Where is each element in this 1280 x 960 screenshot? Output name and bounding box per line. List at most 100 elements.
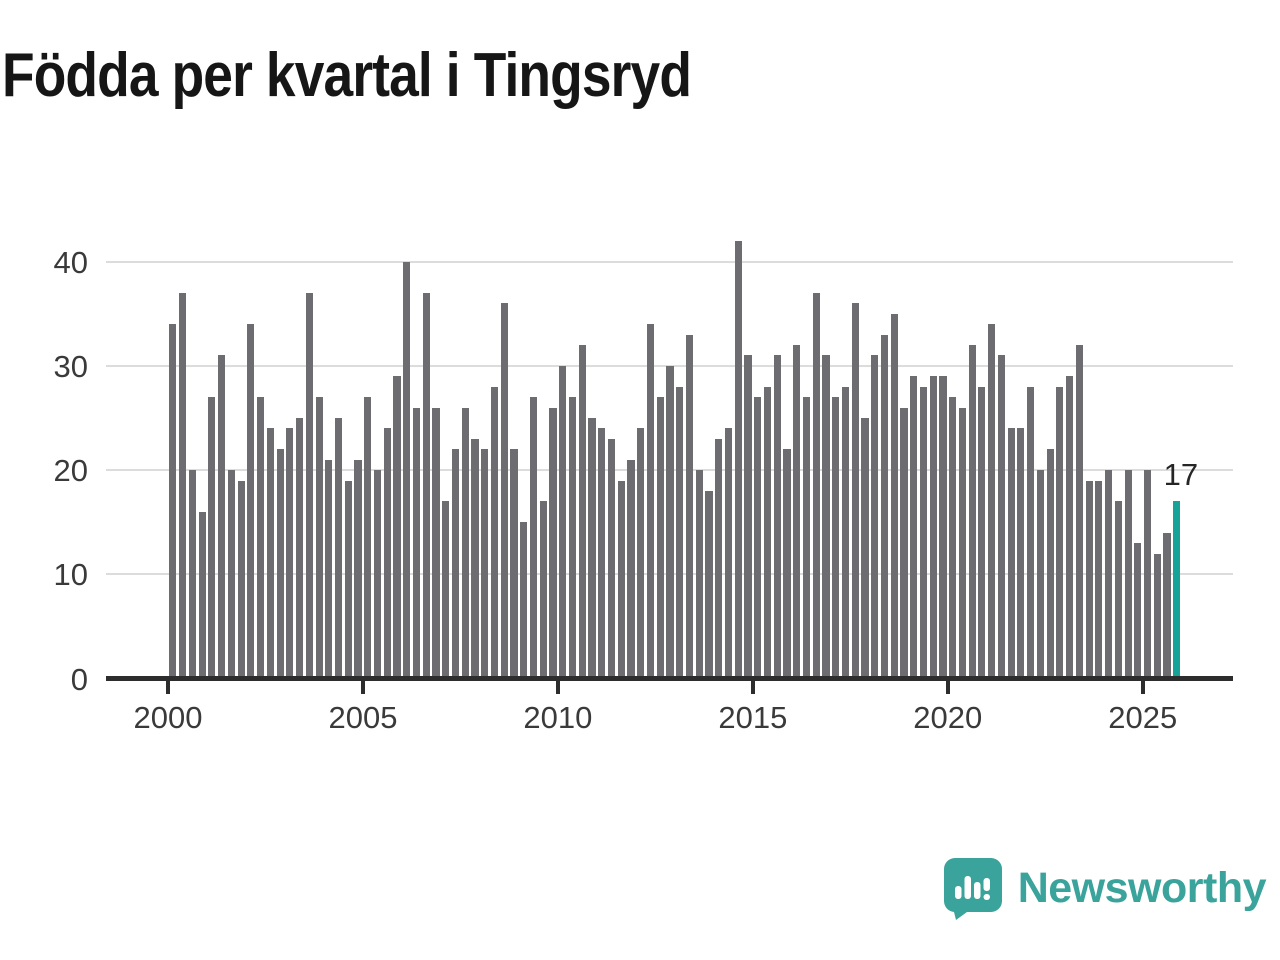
bar-2020-q4	[978, 386, 986, 679]
bar-2001-q2	[218, 355, 226, 679]
y-axis-label-20: 20	[53, 453, 88, 489]
bar-2014-q4	[744, 355, 752, 679]
bar-2017-q3	[851, 303, 859, 679]
bar-2019-q4	[939, 376, 947, 679]
bar-2003-q2	[296, 417, 304, 679]
bar-2007-q4	[471, 438, 479, 679]
bar-2015-q1	[754, 397, 762, 679]
bar-2004-q1	[325, 459, 333, 679]
bar-2009-q1	[520, 522, 528, 679]
newsworthy-logo: Newsworthy	[942, 856, 1267, 920]
bar-2019-q1	[910, 376, 918, 679]
bar-2004-q2	[334, 417, 343, 679]
bar-2012-q3	[656, 397, 664, 679]
bar-2001-q4	[237, 480, 245, 679]
bar-2017-q2	[841, 386, 850, 679]
bar-2021-q3	[1007, 428, 1015, 679]
bar-2009-q4	[549, 407, 557, 679]
bar-2000-q3	[188, 470, 196, 679]
bar-2010-q1	[559, 365, 567, 679]
bar-2006-q3	[422, 292, 430, 679]
bar-2000-q1	[169, 324, 177, 679]
bar-2000-q2	[179, 292, 187, 679]
bar-2020-q2	[958, 407, 966, 679]
bar-2023-q3	[1085, 480, 1093, 679]
y-axis-label-30: 30	[53, 348, 88, 384]
bar-2025-q3	[1163, 532, 1171, 679]
bar-2008-q2	[490, 386, 499, 679]
bar-2007-q2	[451, 449, 460, 679]
bar-2005-q1	[364, 397, 372, 679]
bar-2015-q2	[763, 386, 772, 679]
bar-2009-q3	[539, 501, 547, 679]
bar-2005-q4	[393, 376, 401, 679]
bar-2001-q3	[227, 470, 235, 679]
bar-2018-q4	[900, 407, 908, 679]
bar-2012-q4	[666, 365, 674, 679]
bar-2011-q1	[598, 428, 606, 679]
x-axis-label-2000: 2000	[133, 700, 203, 735]
bar-2006-q1	[403, 261, 411, 679]
bar-2004-q4	[354, 459, 362, 679]
bar-2012-q2	[646, 324, 655, 679]
bar-2001-q1	[208, 397, 216, 679]
newsworthy-logo-text: Newsworthy	[1017, 863, 1267, 912]
bar-2021-q4	[1017, 428, 1025, 679]
bar-2019-q3	[929, 376, 937, 679]
bar-2004-q3	[344, 480, 352, 679]
chart-title: Födda per kvartal i Tingsryd	[2, 41, 692, 110]
bar-2014-q1	[715, 438, 723, 679]
logo-bubble	[943, 858, 1002, 920]
bar-2013-q4	[705, 490, 713, 679]
y-axis-label-10: 10	[53, 557, 88, 593]
bar-2016-q3	[812, 292, 820, 679]
bar-2013-q1	[676, 386, 684, 679]
y-axis-label-0: 0	[70, 661, 88, 697]
bar-2000-q4	[198, 511, 206, 679]
bar-2024-q4	[1134, 543, 1142, 679]
bar-2023-q1	[1066, 376, 1074, 679]
bar-2015-q4	[783, 449, 791, 679]
bar-2015-q3	[773, 355, 781, 679]
bar-2011-q2	[607, 438, 616, 679]
y-axis-label-40: 40	[53, 244, 88, 280]
bar-2008-q3	[500, 303, 508, 679]
x-axis-tick-2025	[1140, 681, 1145, 695]
bar-2024-q3	[1124, 470, 1132, 679]
bar-2025-q2	[1153, 553, 1161, 679]
bar-2014-q2	[724, 428, 733, 679]
bar-2008-q1	[481, 449, 489, 679]
bar-2022-q2	[1036, 470, 1044, 679]
bar-2025-q1	[1144, 470, 1152, 679]
bar-2013-q2	[685, 334, 694, 679]
bar-2010-q3	[578, 345, 586, 679]
bar-2007-q3	[461, 407, 469, 679]
bar-2010-q2	[568, 397, 577, 679]
x-axis-tick-2010	[555, 681, 560, 695]
bar-2002-q4	[276, 449, 284, 679]
bar-2011-q3	[617, 480, 625, 679]
last-bar-value-label: 17	[1163, 457, 1199, 493]
bar-2023-q2	[1075, 345, 1083, 679]
bar-2005-q3	[383, 428, 391, 679]
bar-2025-q4	[1173, 501, 1181, 679]
bar-2024-q1	[1105, 470, 1113, 679]
bar-2020-q1	[949, 397, 957, 679]
bar-2003-q3	[305, 292, 313, 679]
x-axis-tick-2005	[360, 681, 365, 695]
x-axis-tick-2000	[166, 681, 171, 695]
bar-2014-q3	[734, 240, 742, 679]
bar-2005-q2	[373, 470, 382, 679]
bar-2018-q2	[880, 334, 889, 679]
bar-2007-q1	[442, 501, 450, 679]
bar-2018-q1	[871, 355, 879, 679]
bar-2022-q4	[1056, 386, 1064, 679]
bar-2006-q4	[432, 407, 440, 679]
bar-2022-q3	[1046, 449, 1054, 679]
bar-2002-q2	[257, 397, 265, 679]
newsworthy-logo-icon	[942, 856, 1004, 920]
bar-2012-q1	[637, 428, 645, 679]
bar-2009-q2	[529, 397, 538, 679]
x-axis-tick-2020	[945, 681, 950, 695]
